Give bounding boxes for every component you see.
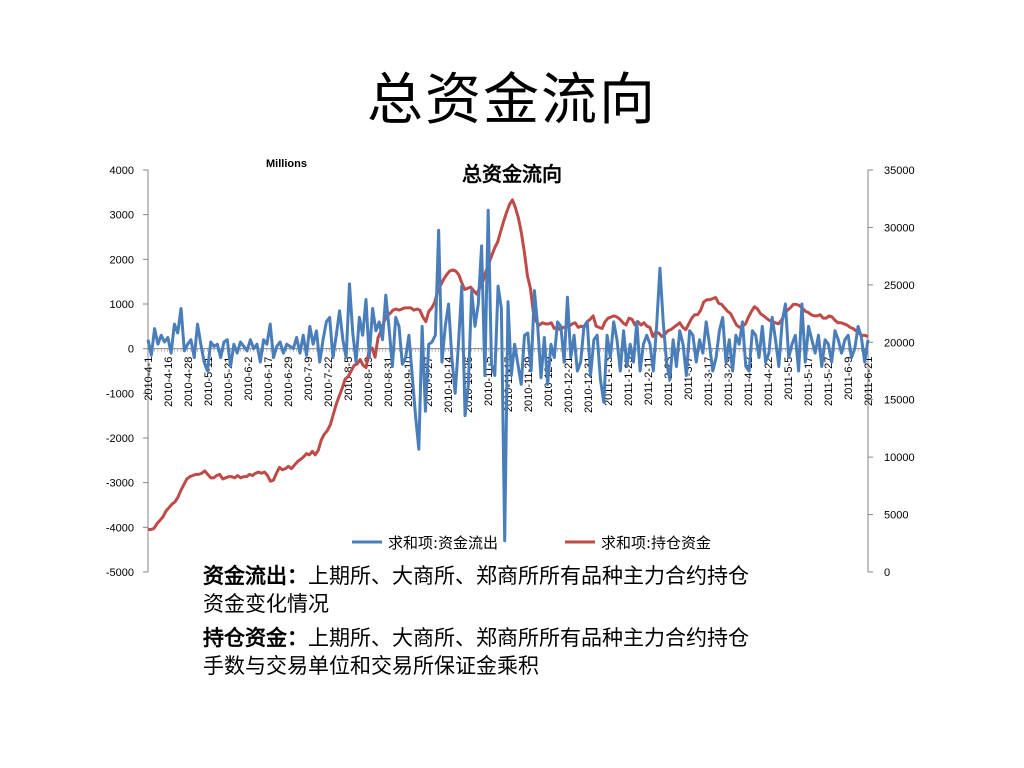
- x-axis-tick-label: 2011-2-23: [663, 357, 675, 406]
- description-outflow-text: 上期所、大商所、郑商所所有品种主力合约持仓资金变化情况: [203, 564, 749, 616]
- left-axis-tick-label: 3000: [110, 210, 134, 222]
- x-axis-tick-label: 2010-4-16: [163, 357, 175, 407]
- x-axis-tick-label: 2010-6-2: [243, 357, 255, 401]
- unit-label: Millions: [266, 158, 307, 170]
- right-axis-tick-label: 10000: [884, 452, 915, 464]
- left-axis-tick-label: -5000: [106, 567, 134, 579]
- x-axis-tick-label: 2011-4-22: [763, 357, 775, 406]
- left-axis-tick-label: 2000: [110, 254, 134, 266]
- left-axis-tick-label: -4000: [106, 522, 134, 534]
- right-axis-tick-label: 25000: [884, 280, 915, 292]
- x-axis-tick-label: 2010-4-28: [183, 357, 195, 407]
- x-axis-tick-label: 2011-6-21: [863, 357, 875, 406]
- description-outflow: 资金流出：上期所、大商所、郑商所所有品种主力合约持仓资金变化情况: [203, 562, 763, 618]
- left-axis-tick-label: 4000: [110, 165, 134, 177]
- left-axis-tick-label: -1000: [106, 388, 134, 400]
- x-axis-tick-label: 2010-8-31: [383, 357, 395, 407]
- x-axis-tick-label: 2010-5-21: [223, 357, 235, 407]
- x-axis-tick-label: 2011-5-17: [803, 357, 815, 406]
- x-axis-tick-label: 2010-6-17: [263, 357, 275, 407]
- series-line-position: [148, 198, 869, 531]
- x-axis-tick-label: 2010-4-1: [143, 357, 155, 401]
- x-axis-tick-label: 2010-7-9: [303, 357, 315, 401]
- x-axis-tick-label: 2011-5-5: [783, 357, 795, 400]
- left-axis-tick-label: -3000: [106, 478, 134, 490]
- right-axis-tick-label: 5000: [884, 510, 908, 522]
- right-axis-tick-label: 20000: [884, 337, 915, 349]
- right-axis-tick-label: 30000: [884, 222, 915, 234]
- left-axis-tick-label: -2000: [106, 433, 134, 445]
- right-axis-tick-label: 35000: [884, 165, 915, 177]
- x-axis-tick-label: 2010-7-22: [323, 357, 335, 407]
- x-axis-tick-label: 2011-6-9: [843, 357, 855, 400]
- left-axis-tick-label: 0: [128, 344, 134, 356]
- description-position: 持仓资金：上期所、大商所、郑商所所有品种主力合约持仓手数与交易单位和交易所保证金…: [203, 624, 763, 680]
- left-axis-tick-label: 1000: [110, 299, 134, 311]
- legend: 求和项:资金流出 求和项:持仓资金: [352, 534, 711, 552]
- description-outflow-term: 资金流出：: [203, 563, 308, 588]
- x-axis-tick-label: 2010-8-19: [363, 357, 375, 407]
- chart-title: 总资金流向: [462, 162, 562, 186]
- x-axis-tick-label: 2010-12-21: [563, 357, 575, 413]
- series-line-outflow: [146, 208, 870, 543]
- right-axis-tick-label: 0: [884, 567, 890, 579]
- legend-label-position: 求和项:持仓资金: [601, 534, 711, 552]
- x-axis-tick-label: 2010-6-29: [283, 357, 295, 407]
- x-axis-tick-label: 2011-1-25: [623, 357, 635, 406]
- description-position-text: 上期所、大商所、郑商所所有品种主力合约持仓手数与交易单位和交易所保证金乘积: [203, 626, 749, 678]
- x-axis-tick-label: 2010-11-29: [523, 357, 535, 412]
- right-axis-tick-label: 15000: [884, 395, 915, 407]
- legend-label-outflow: 求和项:资金流出: [388, 534, 498, 552]
- description-position-term: 持仓资金：: [203, 625, 308, 650]
- slide-title: 总资金流向: [367, 68, 657, 133]
- x-axis-tick-label: 2011-5-27: [823, 357, 835, 406]
